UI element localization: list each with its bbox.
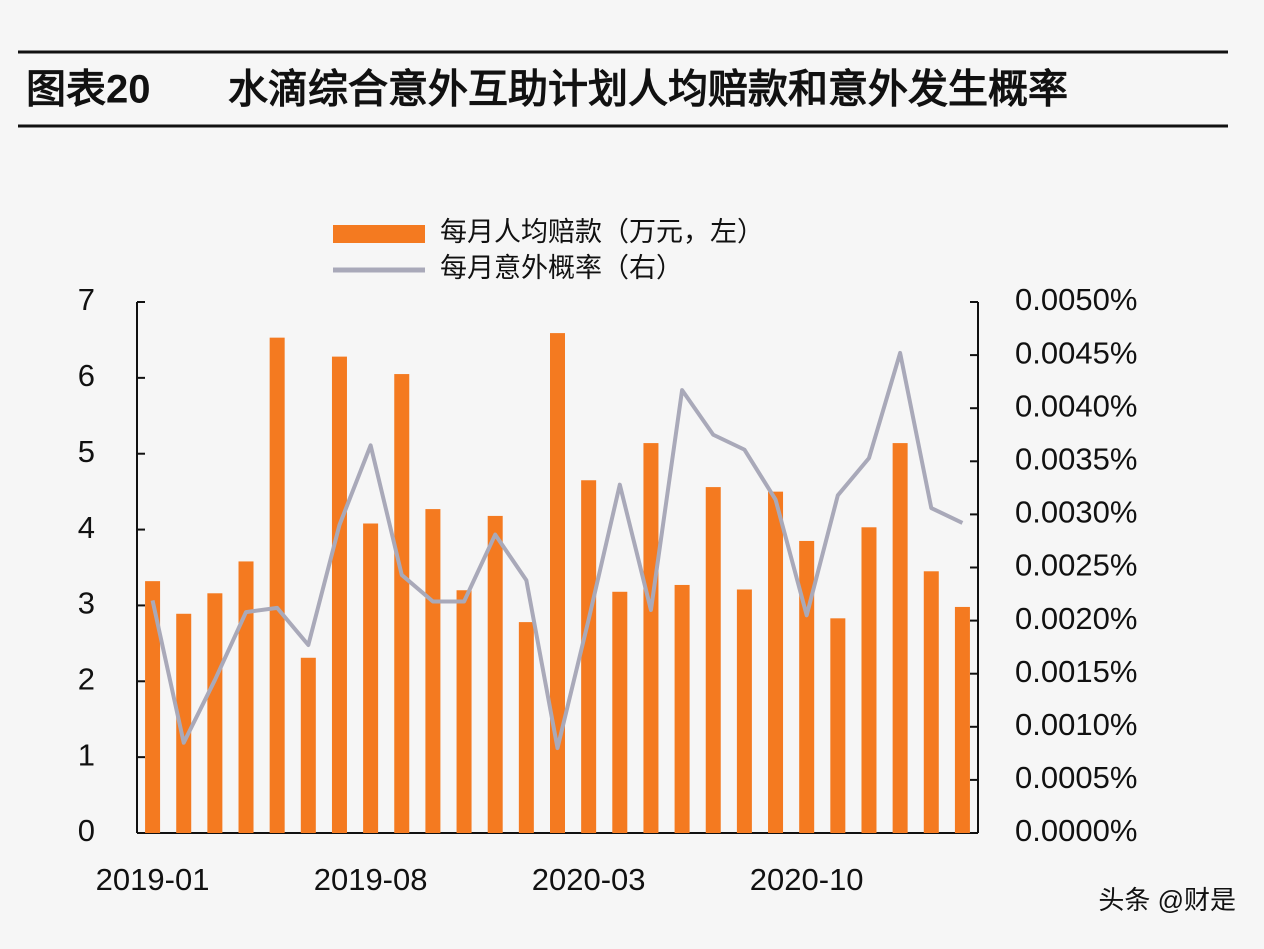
bar [269, 337, 285, 833]
y-tick-label: 5 [78, 434, 95, 469]
y-tick-label: 7 [78, 282, 95, 317]
bar [612, 591, 628, 833]
bar [331, 356, 347, 833]
y2-tick-label: 0.0010% [1015, 707, 1137, 742]
y2-tick-label: 0.0015% [1015, 654, 1137, 689]
bar [518, 622, 534, 833]
chart-title: 水滴综合意外互助计划人均赔款和意外发生概率 [228, 68, 1068, 112]
bar [705, 487, 721, 833]
y-tick-label: 0 [78, 813, 95, 848]
bar [394, 374, 410, 833]
bar [363, 523, 379, 833]
bar [892, 443, 908, 833]
bar [207, 593, 223, 833]
line [150, 350, 964, 751]
bar [830, 618, 846, 833]
y2-tick-label: 0.0000% [1015, 813, 1137, 848]
legend-label: 每月人均赔款（万元，左） [440, 217, 764, 247]
y2-tick-label: 0.0035% [1015, 441, 1137, 476]
bar [238, 561, 254, 833]
figure-label: 图表20 [26, 68, 151, 112]
watermark: 头条 @财是 [1098, 885, 1236, 915]
bar [923, 571, 939, 833]
y2-tick-label: 0.0020% [1015, 601, 1137, 636]
bar [145, 581, 161, 833]
x-tick-label: 2020-03 [532, 862, 646, 897]
legend-swatch [333, 225, 425, 243]
bar [643, 443, 659, 833]
x-tick-label: 2019-08 [314, 862, 428, 897]
x-tick-label: 2019-01 [96, 862, 210, 897]
bar [799, 540, 815, 833]
x-tick-label: 2020-10 [750, 862, 864, 897]
bar [736, 589, 752, 833]
bar [861, 527, 877, 833]
y2-tick-label: 0.0040% [1015, 388, 1137, 423]
y-tick-label: 6 [78, 358, 95, 393]
bar [768, 491, 784, 833]
y-tick-label: 4 [78, 510, 95, 545]
y2-tick-label: 0.0030% [1015, 495, 1137, 530]
bar [425, 509, 441, 833]
bar [487, 515, 503, 833]
bar [954, 606, 970, 833]
y2-tick-label: 0.0025% [1015, 548, 1137, 583]
y2-tick-label: 0.0005% [1015, 760, 1137, 795]
y-tick-label: 2 [78, 661, 95, 696]
bar [674, 584, 690, 833]
bar [176, 613, 192, 833]
y2-tick-label: 0.0050% [1015, 282, 1137, 317]
bar [581, 480, 597, 833]
legend-label: 每月意外概率（右） [440, 253, 683, 283]
bar [300, 657, 316, 833]
bar [550, 333, 565, 833]
y2-tick-label: 0.0045% [1015, 335, 1137, 370]
bar [456, 590, 472, 833]
y-tick-label: 3 [78, 586, 95, 621]
y-tick-label: 1 [78, 737, 95, 772]
